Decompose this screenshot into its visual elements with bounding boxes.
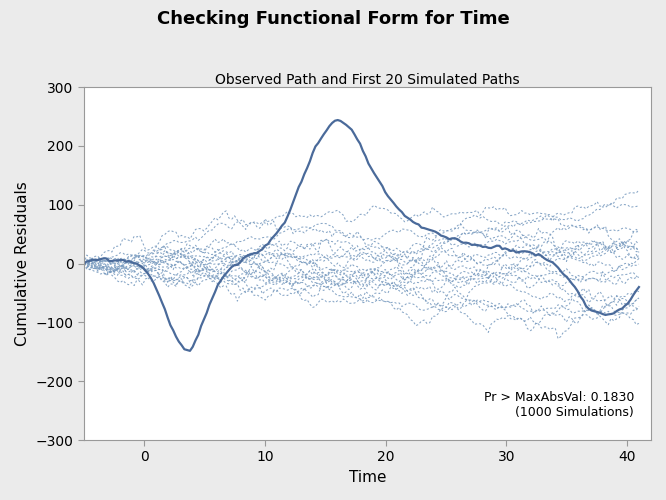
- Text: Checking Functional Form for Time: Checking Functional Form for Time: [157, 10, 509, 28]
- Text: Pr > MaxAbsVal: 0.1830
(1000 Simulations): Pr > MaxAbsVal: 0.1830 (1000 Simulations…: [484, 391, 634, 419]
- Y-axis label: Cumulative Residuals: Cumulative Residuals: [15, 181, 30, 346]
- Title: Observed Path and First 20 Simulated Paths: Observed Path and First 20 Simulated Pat…: [215, 73, 519, 87]
- X-axis label: Time: Time: [349, 470, 386, 485]
